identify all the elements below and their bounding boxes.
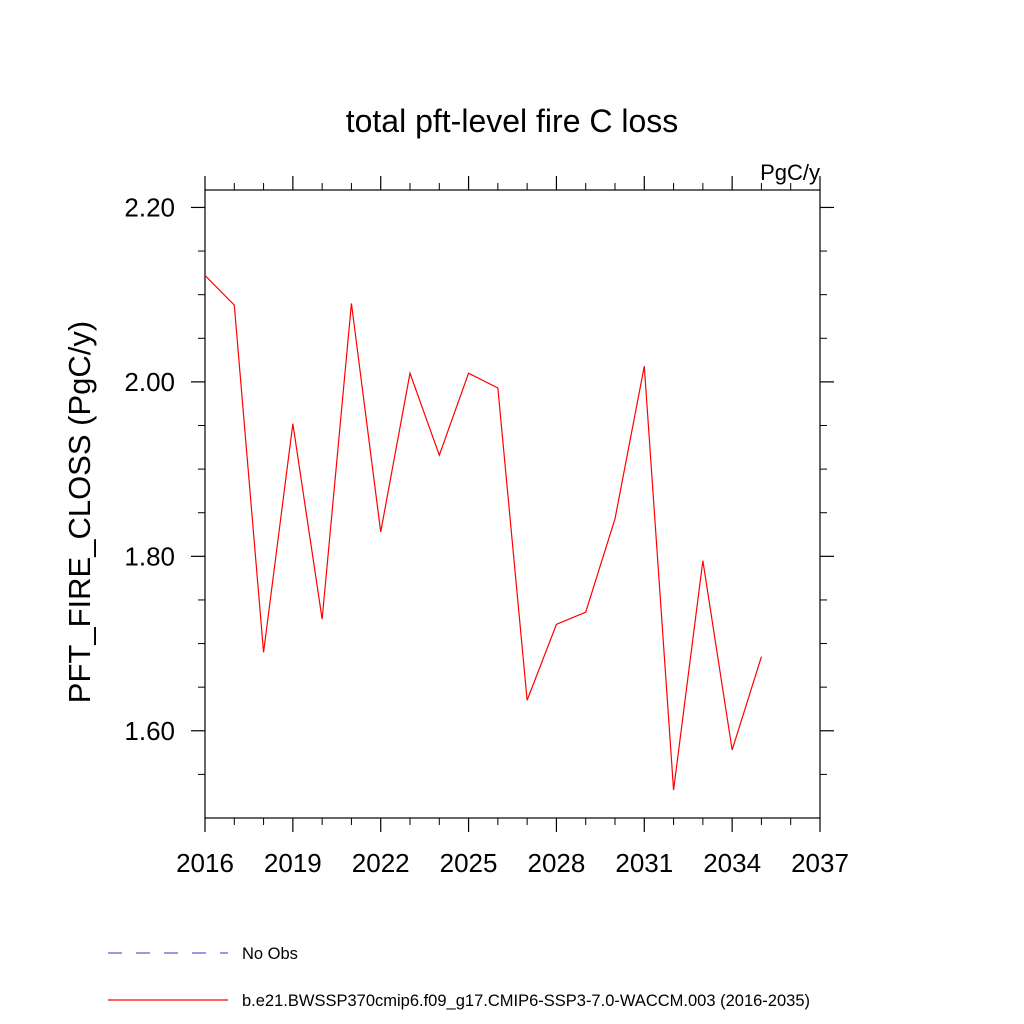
legend-label: b.e21.BWSSP370cmip6.f09_g17.CMIP6-SSP3-7… bbox=[242, 992, 810, 1010]
x-tick-label: 2034 bbox=[703, 848, 761, 878]
x-tick-label: 2037 bbox=[791, 848, 849, 878]
legend-label: No Obs bbox=[242, 945, 298, 963]
y-tick-label: 2.20 bbox=[124, 192, 175, 222]
axis-ticks: 2016 2019 2022 2025 2028 2031 2034 2037 2.20 2.00… bbox=[124, 176, 849, 878]
plot-frame bbox=[204, 189, 821, 819]
x-tick-label: 2025 bbox=[440, 848, 498, 878]
y-tick-label: 1.60 bbox=[124, 716, 175, 746]
x-tick-label: 2019 bbox=[264, 848, 322, 878]
units-label: PgC/y bbox=[760, 160, 820, 185]
series-line bbox=[204, 275, 763, 791]
x-tick-label: 2022 bbox=[352, 848, 410, 878]
x-tick-label: 2031 bbox=[615, 848, 673, 878]
y-tick-label: 1.80 bbox=[124, 541, 175, 571]
x-tick-label: 2028 bbox=[528, 848, 586, 878]
chart-title: total pft-level fire C loss bbox=[346, 103, 679, 139]
x-tick-label: 2016 bbox=[176, 848, 234, 878]
legend: No Obs b.e21.BWSSP370cmip6.f09_g17.CMIP6-… bbox=[108, 945, 810, 1010]
y-axis-label: PFT_FIRE_CLOSS (PgC/y) bbox=[62, 321, 97, 703]
y-tick-label: 2.00 bbox=[124, 367, 175, 397]
series-layer bbox=[204, 275, 763, 791]
